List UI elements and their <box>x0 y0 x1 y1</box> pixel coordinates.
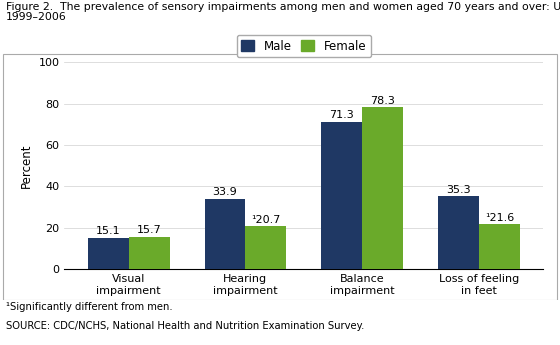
Text: 15.7: 15.7 <box>137 225 161 235</box>
Text: 33.9: 33.9 <box>213 187 237 197</box>
Text: ¹20.7: ¹20.7 <box>251 215 281 225</box>
Text: ¹Significantly different from men.: ¹Significantly different from men. <box>6 302 172 312</box>
Y-axis label: Percent: Percent <box>20 144 33 188</box>
Bar <box>321 121 362 269</box>
Text: 15.1: 15.1 <box>96 226 120 236</box>
Bar <box>479 224 520 269</box>
Bar <box>245 226 286 269</box>
Text: 35.3: 35.3 <box>446 185 471 195</box>
Text: Figure 2.  The prevalence of sensory impairments among men and women aged 70 yea: Figure 2. The prevalence of sensory impa… <box>6 2 560 12</box>
Text: 78.3: 78.3 <box>370 96 395 106</box>
Bar <box>88 238 129 269</box>
Text: ¹21.6: ¹21.6 <box>485 213 514 223</box>
Legend: Male, Female: Male, Female <box>237 35 371 57</box>
Text: 1999–2006: 1999–2006 <box>6 12 66 22</box>
Bar <box>362 107 403 269</box>
Text: SOURCE: CDC/NCHS, National Health and Nutrition Examination Survey.: SOURCE: CDC/NCHS, National Health and Nu… <box>6 321 364 331</box>
Bar <box>129 237 170 269</box>
Bar <box>438 196 479 269</box>
Bar <box>204 199 245 269</box>
Text: 71.3: 71.3 <box>329 110 354 120</box>
